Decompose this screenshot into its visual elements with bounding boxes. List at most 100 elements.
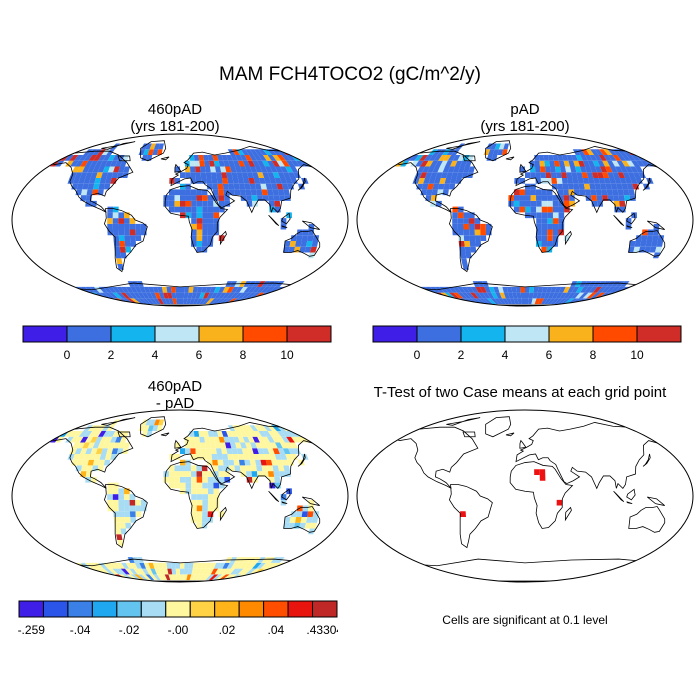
coastline (140, 416, 167, 438)
grid-cell (567, 183, 574, 190)
grid-cell (93, 183, 100, 190)
grid-cell (95, 298, 113, 305)
coastline (160, 432, 170, 437)
grid-cell (223, 160, 230, 167)
grid-cell (649, 155, 661, 161)
grid-cell (204, 436, 210, 443)
grid-cell (260, 183, 267, 190)
grid-cell (627, 172, 636, 178)
grid-cell (203, 292, 210, 299)
grid-cell (596, 195, 603, 201)
grid-cell (70, 160, 79, 167)
grid-cell (457, 212, 464, 219)
grid-cell (557, 183, 564, 190)
grid-cell (185, 471, 192, 477)
grid-cell (85, 160, 94, 167)
grid-cell (196, 235, 203, 242)
grid-cell (88, 177, 96, 184)
grid-cell (172, 574, 177, 581)
grid-cell (457, 229, 464, 236)
grid-cell (563, 298, 575, 305)
grid-cell (488, 286, 496, 293)
grid-cell (284, 517, 291, 523)
grid-cell (452, 292, 464, 299)
grid-cell (206, 183, 213, 190)
grid-cell (206, 568, 214, 575)
grid-cell (202, 494, 208, 500)
grid-cell (98, 459, 105, 466)
grid-cell (511, 286, 517, 293)
grid-cell (185, 212, 192, 219)
grid-cell (143, 562, 151, 569)
grid-cell (256, 195, 264, 201)
grid-cell (525, 200, 531, 207)
grid-cell (247, 160, 255, 167)
grid-cell (240, 425, 250, 432)
grid-cell (569, 200, 576, 207)
grid-cell (44, 155, 56, 161)
grid-cell (52, 568, 69, 575)
grid-cell (547, 218, 553, 224)
grid-cell (196, 476, 203, 483)
grid-cell (61, 568, 77, 575)
grid-cell (82, 166, 91, 173)
grid-cell (302, 562, 316, 569)
grid-cell (288, 172, 296, 178)
grid-cell (196, 517, 203, 523)
grid-cell (256, 465, 263, 472)
grid-cell (186, 298, 192, 305)
grid-cell (244, 183, 251, 190)
grid-cell (299, 522, 307, 529)
grid-cell (83, 574, 104, 581)
grid-cell (428, 177, 436, 184)
grid-cell (290, 160, 300, 167)
grid-cell (594, 149, 604, 156)
coastline (44, 558, 316, 582)
grid-cell (624, 292, 640, 299)
grid-cell (138, 425, 146, 432)
grid-cell (679, 252, 688, 259)
grid-cell (249, 568, 261, 575)
grid-cell (105, 160, 113, 167)
grid-cell (78, 568, 92, 575)
grid-cell (258, 453, 266, 460)
grid-cell (201, 246, 208, 253)
grid-cell (218, 465, 224, 472)
grid-cell (289, 517, 297, 523)
grid-cell (133, 574, 145, 581)
grid-cell (239, 155, 248, 161)
grid-cell (266, 281, 276, 287)
coastline (462, 431, 476, 438)
grid-cell (224, 200, 231, 207)
grid-cell (252, 172, 259, 178)
grid-cell (61, 292, 77, 299)
grid-cell (279, 292, 295, 299)
grid-cell (452, 206, 459, 213)
grid-cell (210, 568, 219, 575)
grid-cell (607, 160, 615, 167)
grid-cell (69, 155, 79, 161)
grid-cell (626, 160, 635, 167)
grid-cell (517, 298, 522, 305)
colorbar-tick-label: -.00 (168, 623, 189, 637)
grid-cell (567, 177, 574, 184)
grid-cell (519, 177, 525, 184)
grid-cell (263, 574, 284, 581)
grid-cell (592, 298, 610, 305)
grid-cell (129, 218, 136, 224)
grid-cell (103, 292, 115, 299)
grid-cell (237, 436, 245, 443)
coastline (140, 140, 167, 162)
grid-cell (124, 499, 130, 506)
grid-cell (99, 568, 111, 575)
grid-cell (202, 298, 211, 305)
grid-cell (72, 574, 94, 581)
coastline (302, 220, 320, 230)
grid-cell (214, 166, 222, 173)
grid-cell (482, 298, 494, 305)
grid-cell (536, 218, 542, 224)
colorbar-tick-label: 10 (280, 348, 294, 362)
grid-cell (571, 292, 581, 299)
colorbar-box (548, 325, 594, 343)
grid-cell (254, 166, 263, 173)
